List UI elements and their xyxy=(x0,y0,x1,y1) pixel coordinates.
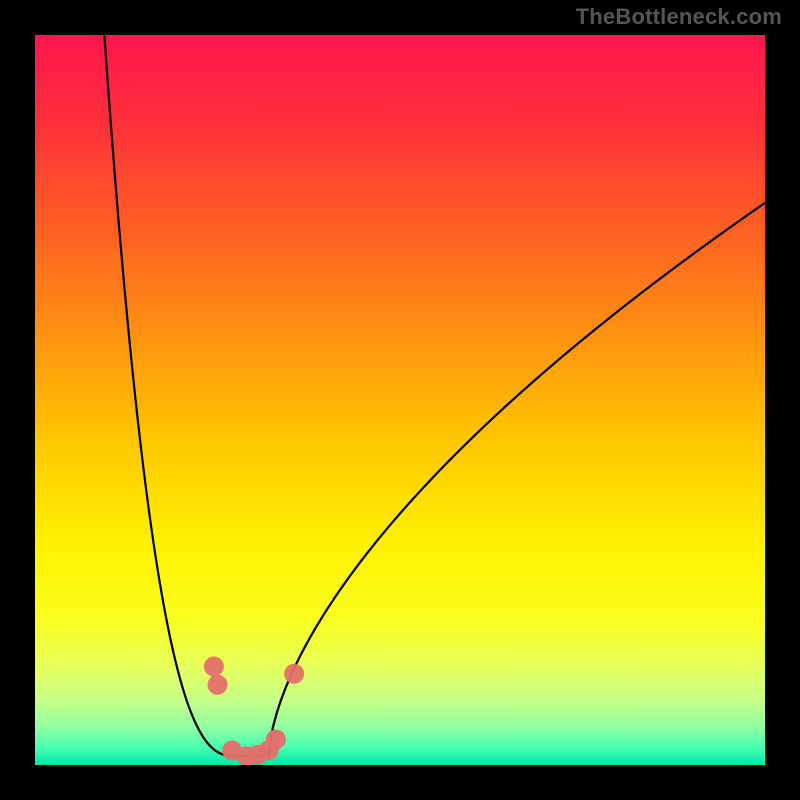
watermark-text: TheBottleneck.com xyxy=(576,4,782,30)
gradient-rect xyxy=(35,35,765,765)
plot-svg xyxy=(35,35,765,765)
marker-dot xyxy=(204,656,224,676)
marker-dot xyxy=(266,729,286,749)
marker-dot xyxy=(284,664,304,684)
marker-dot xyxy=(208,675,228,695)
plot-area xyxy=(35,35,765,765)
chart-root: TheBottleneck.com xyxy=(0,0,800,800)
